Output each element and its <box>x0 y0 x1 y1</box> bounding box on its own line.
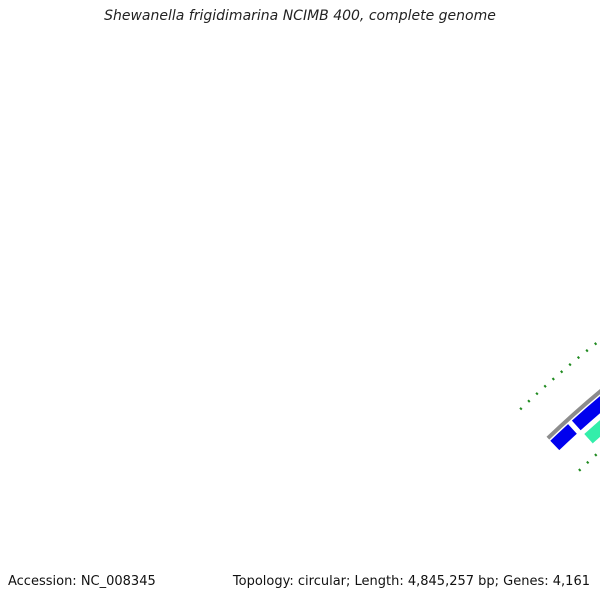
accession-text: Accession: NC_008345 <box>8 574 156 589</box>
backbone-track <box>546 389 600 440</box>
topology-text: Topology: circular; Length: 4,845,257 bp… <box>232 574 590 589</box>
forward-cds-track <box>550 396 600 451</box>
outer-dotted-arc <box>519 338 600 411</box>
highlighted-gene-track <box>583 379 600 444</box>
genome-backbone-arc <box>546 389 600 440</box>
cds-block <box>550 424 577 451</box>
map-title: Shewanella frigidimarina NCIMB 400, comp… <box>104 8 496 24</box>
gene-sfri-3677[interactable] <box>583 379 600 444</box>
cds-block <box>571 396 600 431</box>
